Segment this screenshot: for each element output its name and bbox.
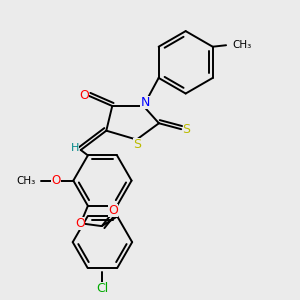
Text: CH₃: CH₃	[232, 40, 252, 50]
Text: O: O	[79, 88, 89, 101]
Text: O: O	[108, 204, 118, 217]
Text: Cl: Cl	[96, 282, 109, 295]
Text: CH₃: CH₃	[16, 176, 36, 186]
Text: O: O	[52, 174, 61, 187]
Text: O: O	[76, 217, 85, 230]
Text: S: S	[183, 123, 190, 136]
Text: S: S	[133, 138, 141, 152]
Text: H: H	[70, 143, 79, 153]
Text: N: N	[140, 96, 150, 109]
